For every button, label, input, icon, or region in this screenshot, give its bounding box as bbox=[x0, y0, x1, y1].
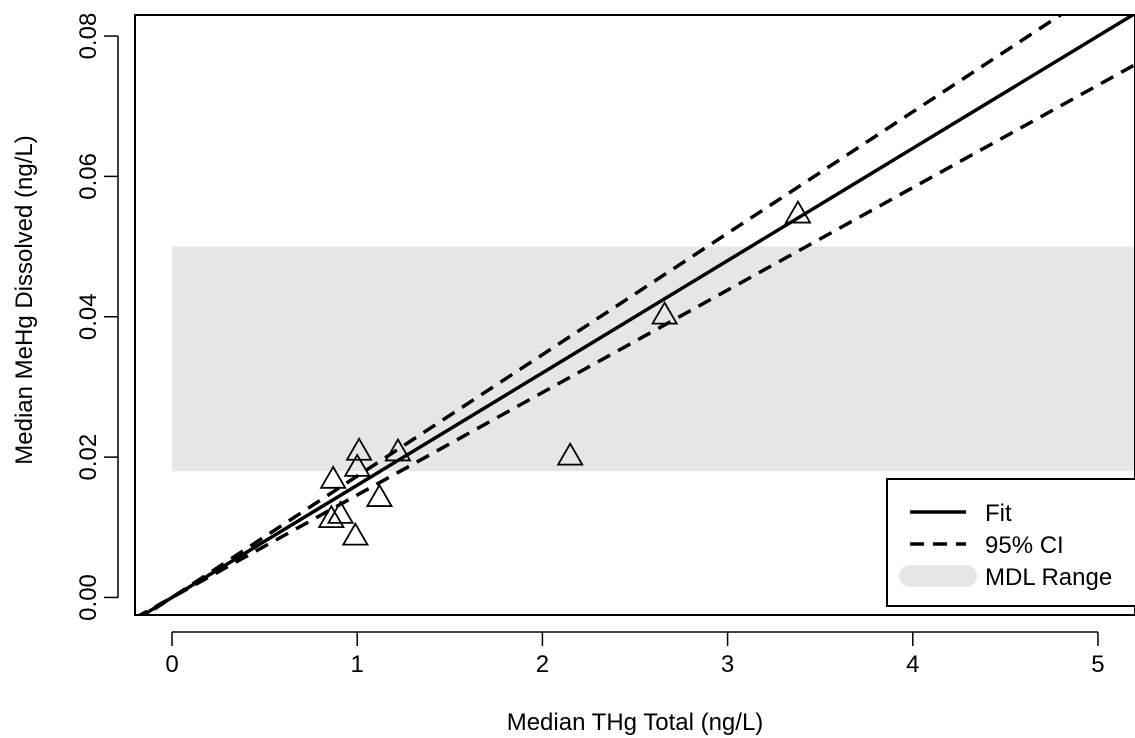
y-tick-label-2: 0.04 bbox=[75, 293, 102, 340]
data-point-1 bbox=[317, 504, 345, 529]
fit-line bbox=[139, 15, 1135, 615]
plot-frame bbox=[134, 14, 1135, 616]
legend-mdl-label: MDL Range bbox=[985, 564, 1112, 591]
y-tick-label-4: 0.08 bbox=[75, 13, 102, 60]
data-point-5 bbox=[345, 437, 373, 461]
ci-lower-line bbox=[136, 63, 1135, 615]
data-point-8 bbox=[556, 441, 584, 466]
legend-ci-label: 95% CI bbox=[985, 532, 1064, 559]
data-point-7 bbox=[384, 437, 412, 462]
x-tick-label-0: 0 bbox=[165, 651, 178, 678]
mdl-range-band bbox=[172, 246, 1135, 472]
x-tick-label-3: 3 bbox=[721, 651, 734, 678]
y-tick-label-1: 0.02 bbox=[75, 434, 102, 481]
data-point-2 bbox=[326, 500, 355, 524]
data-point-3 bbox=[341, 521, 370, 546]
data-point-4 bbox=[343, 453, 371, 477]
plot-area bbox=[136, 15, 1135, 615]
x-tick-label-4: 4 bbox=[906, 651, 919, 678]
x-axis-title: Median THg Total (ng/L) bbox=[507, 709, 764, 736]
data-point-9 bbox=[650, 300, 679, 325]
data-point-10 bbox=[784, 199, 812, 224]
legend: Fit 95% CI MDL Range bbox=[886, 478, 1135, 607]
y-tick-label-3: 0.06 bbox=[75, 153, 102, 200]
y-axis: 0.00 0.02 0.04 0.06 0.08 bbox=[75, 13, 119, 621]
y-axis-title: Median MeHg Dissolved (ng/L) bbox=[11, 135, 38, 464]
x-axis: 0 1 2 3 4 5 bbox=[165, 631, 1105, 678]
x-tick-label-5: 5 bbox=[1091, 651, 1104, 678]
x-tick-label-2: 2 bbox=[536, 651, 549, 678]
data-point-6 bbox=[365, 483, 394, 507]
legend-fit-label: Fit bbox=[985, 500, 1012, 527]
data-point-0 bbox=[319, 465, 347, 489]
ci-upper-line bbox=[142, 15, 1064, 615]
x-tick-label-1: 1 bbox=[351, 651, 364, 678]
y-tick-label-0: 0.00 bbox=[75, 574, 102, 621]
